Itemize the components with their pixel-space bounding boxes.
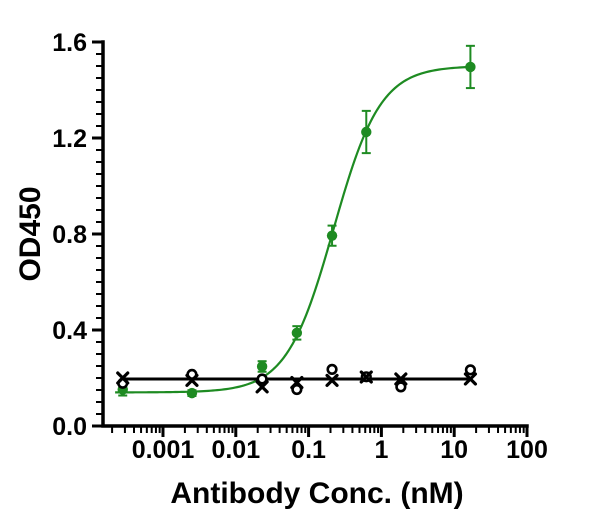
y-tick-label: 0.8 xyxy=(52,221,87,249)
data-point-x-marker xyxy=(359,370,373,384)
series-black-x-markers xyxy=(116,370,478,394)
data-point-filled-circle xyxy=(326,230,338,241)
error-bars-green-filled-circles xyxy=(118,44,475,397)
x-tick-label: 0.001 xyxy=(132,436,195,464)
data-point-x-marker xyxy=(463,372,478,386)
data-point-filled-circle xyxy=(465,61,476,73)
data-point-open-circle xyxy=(395,381,407,393)
x-tick-label: 0.01 xyxy=(211,436,260,464)
data-point-x-marker xyxy=(290,375,304,390)
data-point-x-marker xyxy=(325,373,339,387)
data-point-filled-circle xyxy=(361,126,372,138)
x-tick-label: 10 xyxy=(440,436,468,464)
data-point-filled-circle xyxy=(256,361,268,372)
y-axis: 0.0 0.4 0.8 1.2 1.6 xyxy=(52,29,102,441)
data-point-x-marker xyxy=(394,372,408,386)
sigmoid-curve xyxy=(115,65,471,394)
data-point-open-circle xyxy=(256,373,268,385)
y-tick-label: 0.0 xyxy=(52,413,87,441)
y-tick-label: 1.6 xyxy=(52,29,87,57)
data-point-open-circle xyxy=(291,383,303,396)
y-axis-title: OD450 xyxy=(14,186,47,281)
series-black-open-circles xyxy=(117,363,477,396)
data-point-filled-circle xyxy=(186,387,198,399)
y-tick-label: 0.4 xyxy=(52,317,87,345)
x-axis: 0.001 0.01 0.1 1 10 100 xyxy=(111,427,548,464)
data-point-open-circle xyxy=(464,364,477,376)
axes xyxy=(101,40,529,428)
series-green-filled-circles xyxy=(117,61,476,399)
x-tick-label: 1 xyxy=(374,436,388,464)
y-tick-label: 1.2 xyxy=(52,125,87,153)
axis-spines xyxy=(101,40,529,428)
data-point-x-marker xyxy=(185,373,199,387)
x-tick-label: 0.1 xyxy=(291,436,326,464)
data-point-filled-circle xyxy=(291,327,303,339)
fit-line-green-filled-circles xyxy=(115,65,471,394)
data-point-x-marker xyxy=(116,371,130,385)
x-tick-label: 100 xyxy=(506,436,548,464)
x-axis-title: Antibody Conc. (nM) xyxy=(170,477,463,510)
data-point-x-marker xyxy=(255,380,269,394)
data-point-open-circle xyxy=(326,363,338,375)
